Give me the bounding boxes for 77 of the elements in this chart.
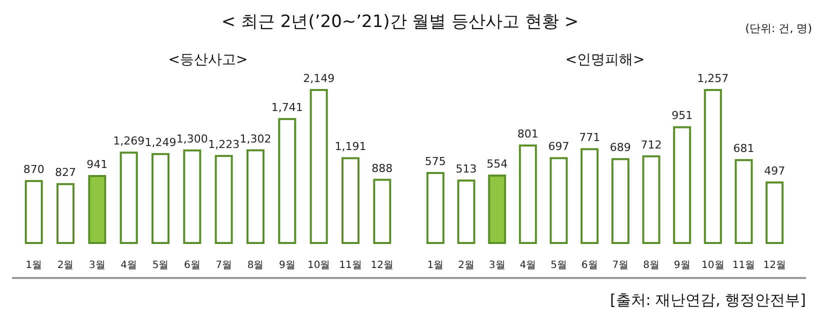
x-tick-label: 12월 (763, 260, 786, 271)
chart-title: < 최근 2년(’20~’21)간 월별 등산사고 현황 > (221, 12, 579, 32)
bar (152, 153, 170, 244)
data-label: 1,741 (271, 101, 303, 114)
data-label: 575 (424, 155, 446, 168)
bar (580, 148, 599, 244)
data-label: 1,223 (208, 138, 240, 151)
data-label: 697 (548, 140, 570, 154)
x-tick-label: 5월 (550, 260, 567, 271)
data-label: 2,149 (303, 72, 335, 85)
x-tick-label: 9월 (278, 260, 296, 271)
x-tick-label: 6월 (581, 260, 598, 271)
bar (457, 180, 476, 244)
x-tick-label: 8월 (247, 260, 264, 271)
data-label: 1,302 (240, 132, 272, 146)
text: [출처: 재난연감, 행정안전부] (610, 291, 806, 309)
bar (342, 157, 360, 244)
data-label: 827 (55, 166, 76, 180)
x-tick-label: 1월 (26, 260, 42, 271)
x-tick-label: 2월 (57, 260, 74, 271)
data-label: 870 (23, 163, 44, 176)
x-tick-label: 9월 (674, 260, 690, 271)
bar (673, 126, 692, 244)
bar (120, 152, 138, 244)
data-label: 554 (486, 158, 508, 171)
data-label: 712 (640, 138, 662, 152)
bar (246, 149, 264, 244)
x-tick-label: 4월 (120, 260, 138, 271)
data-label: 681 (733, 142, 754, 156)
bar (550, 157, 568, 244)
x-tick-label: 10월 (702, 260, 724, 271)
x-tick-label: 10월 (307, 260, 330, 271)
data-label: 1,191 (334, 140, 366, 154)
data-label: 1,249 (144, 136, 176, 150)
bar (88, 175, 106, 244)
bar (426, 172, 444, 244)
x-tick-label: 4월 (520, 260, 536, 271)
bar (642, 155, 660, 244)
data-label: 941 (86, 158, 108, 172)
data-label: 801 (517, 128, 538, 141)
bar (611, 158, 630, 244)
bar (56, 183, 74, 244)
bar (766, 182, 784, 244)
x-tick-label: 7월 (216, 260, 232, 271)
bar (214, 154, 233, 244)
x-tick-label: 3월 (488, 260, 506, 271)
data-label: 951 (672, 109, 693, 122)
x-tick-label: 11월 (732, 260, 756, 271)
x-tick-label: 12월 (370, 260, 394, 271)
data-label: 1,257 (697, 72, 729, 85)
data-label: 771 (579, 131, 600, 144)
x-tick-label: 5월 (152, 260, 169, 271)
bar (704, 89, 722, 244)
x-tick-label: 11월 (339, 260, 362, 271)
bar (488, 174, 506, 244)
data-label: 513 (456, 162, 477, 176)
chart-subtitle: <등산사고> (168, 52, 248, 68)
bar (734, 159, 753, 244)
bar (24, 180, 43, 244)
data-label: 888 (372, 162, 393, 175)
bar (518, 144, 537, 244)
chart-subtitle: <인명피해> (565, 52, 645, 68)
bar (310, 89, 328, 244)
x-tick-label: 6월 (184, 260, 200, 271)
x-tick-label: 7월 (612, 260, 629, 271)
bar (183, 149, 202, 244)
data-label: 689 (610, 141, 631, 154)
data-label: 1,269 (113, 134, 145, 148)
data-label: 497 (764, 164, 786, 178)
bar (278, 118, 296, 244)
x-tick-label: 1월 (427, 260, 444, 271)
bar (373, 178, 392, 244)
x-tick-label: 8월 (643, 260, 660, 271)
data-label: 1,300 (176, 132, 208, 146)
x-tick-label: 3월 (88, 260, 106, 271)
text: (단위: 건, 명) (745, 22, 812, 35)
x-tick-label: 2월 (458, 260, 474, 271)
